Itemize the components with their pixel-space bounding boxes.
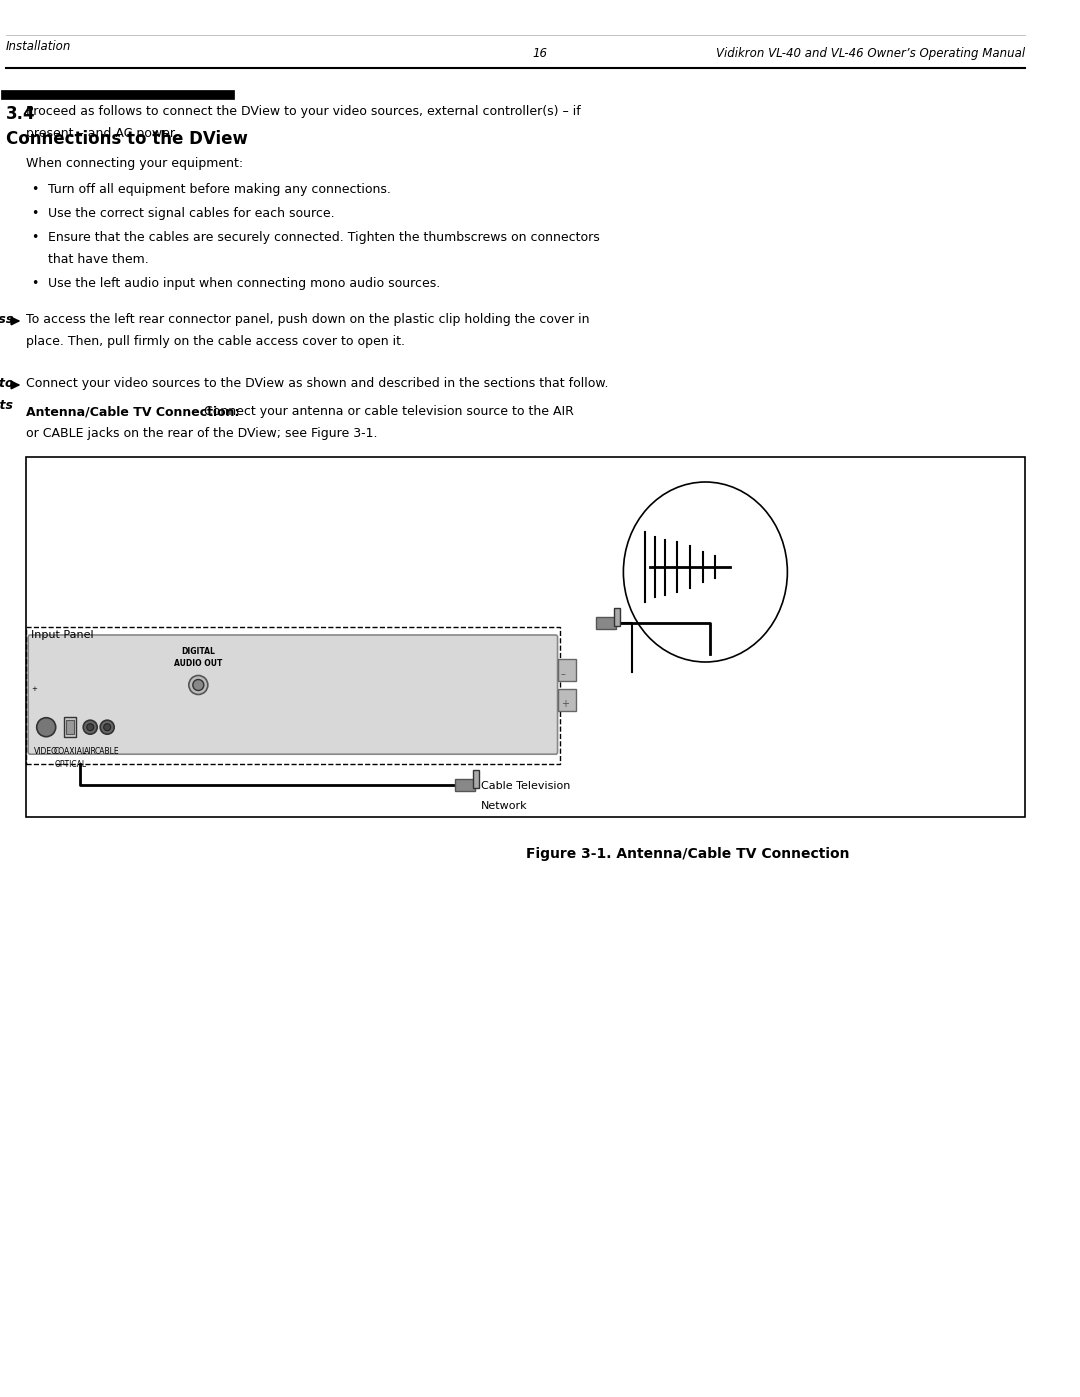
Circle shape [83, 721, 97, 735]
Circle shape [37, 718, 56, 736]
Text: •: • [31, 231, 39, 244]
Text: Connections to the DView: Connections to the DView [5, 130, 247, 148]
Bar [613, 608, 620, 626]
Bar [455, 780, 475, 791]
Text: Connect your video sources to the DView as shown and described in the sections t: Connect your video sources to the DView … [26, 377, 609, 390]
Circle shape [104, 724, 111, 731]
Text: +: + [561, 698, 568, 710]
Text: +: + [31, 686, 37, 692]
Bar [557, 689, 576, 711]
Text: Network: Network [481, 800, 527, 812]
Circle shape [189, 676, 207, 694]
Text: place. Then, pull firmly on the cable access cover to open it.: place. Then, pull firmly on the cable ac… [26, 335, 405, 348]
Text: or CABLE jacks on the rear of the DView; see Figure 3-1.: or CABLE jacks on the rear of the DView;… [26, 427, 378, 440]
Bar [557, 659, 576, 680]
Text: VIDEO: VIDEO [35, 747, 58, 756]
Ellipse shape [623, 482, 787, 662]
Text: Connecting the DView to: Connecting the DView to [0, 377, 13, 390]
Circle shape [193, 679, 204, 690]
Text: Installation: Installation [5, 41, 71, 53]
Circle shape [86, 724, 94, 731]
Text: Connect your antenna or cable television source to the AIR: Connect your antenna or cable television… [200, 405, 573, 418]
Text: Turn off all equipment before making any connections.: Turn off all equipment before making any… [49, 183, 391, 196]
Text: CABLE: CABLE [95, 747, 120, 756]
Text: Antenna/Cable TV Connection:: Antenna/Cable TV Connection: [26, 405, 240, 418]
Text: •: • [31, 183, 39, 196]
Text: When connecting your equipment:: When connecting your equipment: [26, 156, 243, 170]
Circle shape [100, 721, 114, 735]
Text: Vidikron VL-40 and VL-46 Owner’s Operating Manual: Vidikron VL-40 and VL-46 Owner’s Operati… [716, 47, 1025, 60]
Bar [26, 457, 1025, 817]
Text: DIGITAL: DIGITAL [181, 647, 215, 657]
Bar [64, 717, 77, 738]
Text: OPTICAL: OPTICAL [54, 760, 86, 770]
Text: Proceed as follows to connect the DView to your video sources, external controll: Proceed as follows to connect the DView … [26, 105, 581, 117]
Text: Cable Television: Cable Television [481, 781, 570, 791]
Text: 3.4: 3.4 [5, 105, 36, 123]
Text: Use the correct signal cables for each source.: Use the correct signal cables for each s… [49, 207, 335, 219]
Text: AUDIO OUT: AUDIO OUT [174, 659, 222, 668]
Bar [26, 627, 559, 764]
Text: Input Panel: Input Panel [31, 630, 94, 640]
Text: •: • [31, 277, 39, 291]
Text: Source Components: Source Components [0, 400, 13, 412]
Text: –: – [561, 669, 566, 679]
Text: Ensure that the cables are securely connected. Tighten the thumbscrews on connec: Ensure that the cables are securely conn… [49, 231, 600, 244]
Text: COAXIAL: COAXIAL [54, 747, 86, 756]
Text: Figure 3-1. Antenna/Cable TV Connection: Figure 3-1. Antenna/Cable TV Connection [526, 847, 849, 861]
FancyBboxPatch shape [28, 636, 557, 754]
Text: •: • [31, 207, 39, 219]
Bar [66, 721, 75, 735]
Text: 16: 16 [532, 47, 548, 60]
Text: present – and AC power.: present – and AC power. [26, 127, 178, 140]
Text: AIR: AIR [84, 747, 96, 756]
Text: Use the left audio input when connecting mono audio sources.: Use the left audio input when connecting… [49, 277, 441, 291]
Bar [473, 770, 478, 788]
Text: Rear Connector Access: Rear Connector Access [0, 313, 13, 326]
Bar [595, 616, 616, 629]
Text: that have them.: that have them. [49, 253, 149, 265]
Text: To access the left rear connector panel, push down on the plastic clip holding t: To access the left rear connector panel,… [26, 313, 590, 326]
